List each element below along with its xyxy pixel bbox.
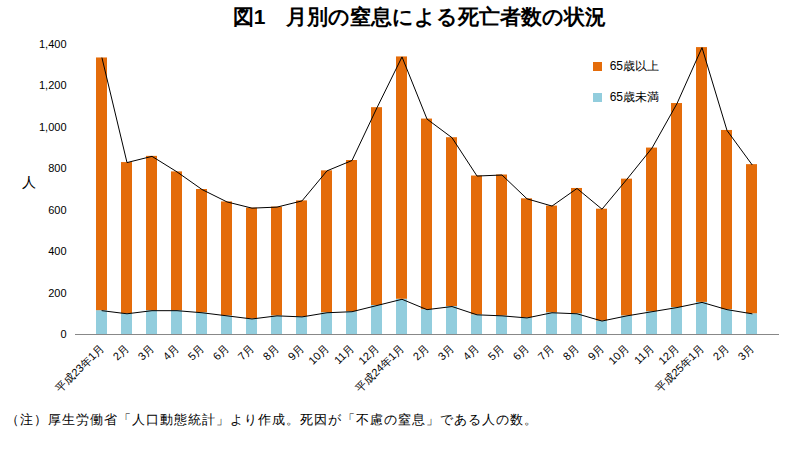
svg-text:5月: 5月 [485,342,506,363]
svg-text:11月: 11月 [332,342,356,366]
svg-text:3月: 3月 [135,342,156,363]
svg-text:12月: 12月 [356,341,381,367]
svg-text:10月: 10月 [606,342,631,367]
svg-text:4月: 4月 [460,342,481,363]
svg-text:400: 400 [48,245,66,257]
svg-text:1,200: 1,200 [39,79,67,91]
html-text:（注）厚生労働省「人口動態統計」より作成。死因が「不慮の窒息: （注）厚生労働省「人口動態統計」より作成。死因が「不慮の窒息」である人の数。 [6,412,538,427]
svg-text:7月: 7月 [535,342,556,363]
svg-text:9月: 9月 [285,342,306,363]
svg-text:2月: 2月 [110,342,131,363]
html-text:人: 人 [22,174,36,190]
svg-text:600: 600 [48,204,66,216]
svg-text:12月: 12月 [656,341,681,367]
svg-text:0: 0 [60,328,66,340]
svg-text:1,000: 1,000 [39,121,67,133]
svg-text:6月: 6月 [510,342,531,363]
svg-text:10月: 10月 [306,342,331,367]
svg-text:平成25年1月: 平成25年1月 [653,342,706,395]
svg-text:平成24年1月: 平成24年1月 [353,342,406,395]
html-text:65歳以上: 65歳以上 [609,59,659,73]
svg-text:9月: 9月 [585,342,606,363]
html-text:図1 月別の窒息による死亡者数の状況: 図1 月別の窒息による死亡者数の状況 [232,5,607,28]
svg-text:1,400: 1,400 [39,38,67,50]
html-text:65歳未満: 65歳未満 [609,90,659,104]
svg-text:平成23年1月: 平成23年1月 [53,342,106,395]
svg-text:7月: 7月 [235,342,256,363]
svg-text:8月: 8月 [260,342,281,363]
svg-text:11月: 11月 [632,342,656,366]
svg-text:200: 200 [48,287,66,299]
svg-text:8月: 8月 [560,342,581,363]
svg-text:4月: 4月 [160,342,181,363]
svg-text:3月: 3月 [735,342,756,363]
svg-text:5月: 5月 [185,342,206,363]
svg-text:2月: 2月 [710,342,731,363]
svg-text:6月: 6月 [210,342,231,363]
svg-text:2月: 2月 [410,342,431,363]
svg-text:800: 800 [48,162,66,174]
svg-text:3月: 3月 [435,342,456,363]
